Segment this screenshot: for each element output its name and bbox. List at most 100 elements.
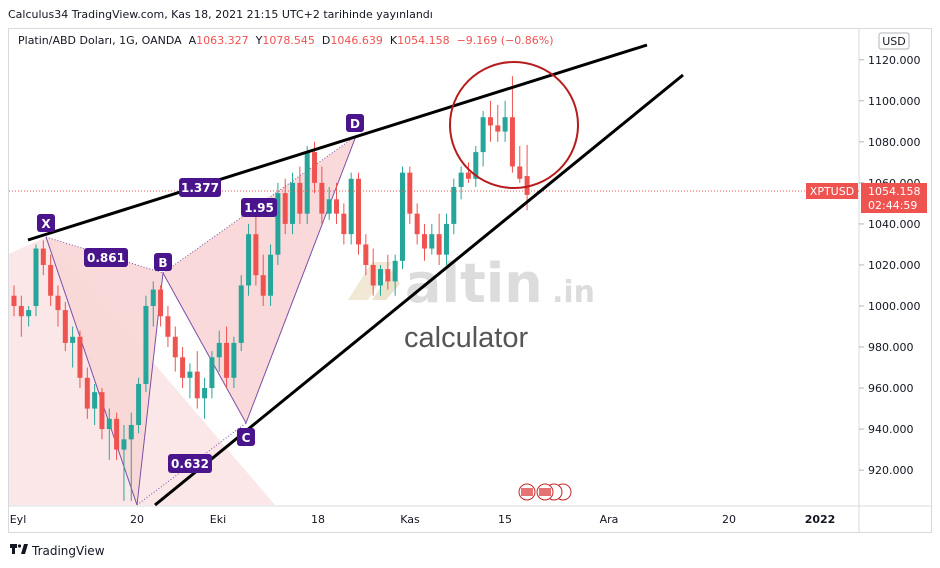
candle [495,104,501,142]
candle-body [194,371,200,399]
candle [370,248,376,296]
candle-body [436,234,442,255]
candle-body [99,392,105,430]
tradingview-footer[interactable]: TradingView [10,543,105,558]
candle-body [187,371,193,378]
candle [260,254,266,306]
candle [150,281,156,327]
candle [268,244,274,306]
time-axis[interactable]: Eyl 20 Eki 18 Kas 15 Ara 20 2022 [10,513,836,526]
candle [451,178,457,235]
candle-body [158,289,164,317]
candle [55,285,61,327]
candle [399,166,405,270]
candle-body [363,244,369,265]
legend-close-label: K [389,34,398,47]
ratio-ac-label[interactable]: 0.632 [168,454,212,473]
candle-body [451,186,457,224]
legend-low-label: D [321,34,331,47]
candle [180,347,186,389]
svg-text:X: X [41,217,51,231]
candle-body [495,125,501,132]
candle-body [77,336,83,378]
publish-info: Calculus34 TradingView.com, Kas 18, 2021… [8,8,433,21]
candle [26,305,32,327]
ratio-bd-label[interactable]: 1.95 [241,198,277,217]
candle [356,172,362,255]
candle [194,351,200,409]
chart-frame [8,28,932,533]
candle-body [150,289,156,306]
ratio-xb-label[interactable]: 0.861 [84,248,128,267]
candle-body [33,248,39,306]
x-tick-label: 20 [722,513,736,526]
candle-body [407,172,413,214]
candle [385,254,391,290]
candle [216,330,222,372]
candle-body [18,305,24,317]
candle-body [429,234,435,249]
candle [121,424,127,501]
point-x-label[interactable]: X [37,214,55,232]
legend-change: −9.169 (−0.86%) [456,34,554,47]
candle [414,203,420,245]
candle [341,203,347,245]
watermark-subtitle: calculator [404,322,528,354]
candle [297,166,303,224]
candle-body [180,357,186,378]
candle [326,186,332,220]
candle [165,305,171,348]
candle-body [443,223,449,255]
tradingview-brand: TradingView [32,543,105,558]
point-d-label[interactable]: D [346,114,364,132]
candle [40,240,46,276]
svg-text:B: B [158,256,167,270]
candle-body [172,336,178,358]
tradingview-logo-icon [10,543,28,558]
legend-close-value: 1054.158 [397,34,450,47]
candle-body [128,424,134,440]
y-tick-label: 1040.000 [868,218,921,231]
economic-events-icon[interactable] [518,483,572,501]
candle-body [399,172,405,261]
candle [62,301,68,352]
candle [443,213,449,265]
candle [363,234,369,276]
currency-badge[interactable]: USD [878,32,910,50]
candle-body [224,342,230,378]
y-tick-label: 940.000 [868,423,914,436]
price-axis[interactable]: 1120.0001100.0001080.0001060.0001040.000… [859,54,921,477]
svg-text:USD: USD [882,35,906,48]
candle-body [385,269,391,282]
candle-body [421,234,427,249]
watermark: altin .in [348,252,595,315]
ratio-xd-label[interactable]: 1.377 [179,178,221,197]
y-tick-label: 960.000 [868,382,914,395]
point-b-label[interactable]: B [154,253,172,271]
candle [436,213,442,265]
x-tick-label: Kas [400,513,420,526]
candle-body [370,264,376,286]
candle [348,172,354,245]
candle [502,100,508,142]
candle-body [165,316,171,337]
highlight-circle[interactable] [449,61,579,189]
candle [187,363,193,399]
candle-body [216,342,222,358]
candle [253,213,259,286]
candle-body [209,357,215,389]
candle-body [246,234,252,286]
candle-body [326,199,332,214]
svg-text:1.377: 1.377 [181,181,219,195]
candle [275,182,281,265]
x-tick-label: Ara [600,513,619,526]
x-tick-label: Eki [210,513,226,526]
candle-body [84,377,90,409]
candle-body [26,310,32,317]
point-c-label[interactable]: C [237,428,255,446]
y-tick-label: 1100.000 [868,95,921,108]
upper-trendline[interactable] [27,43,648,242]
candle [77,330,83,389]
candle-body [231,342,237,378]
